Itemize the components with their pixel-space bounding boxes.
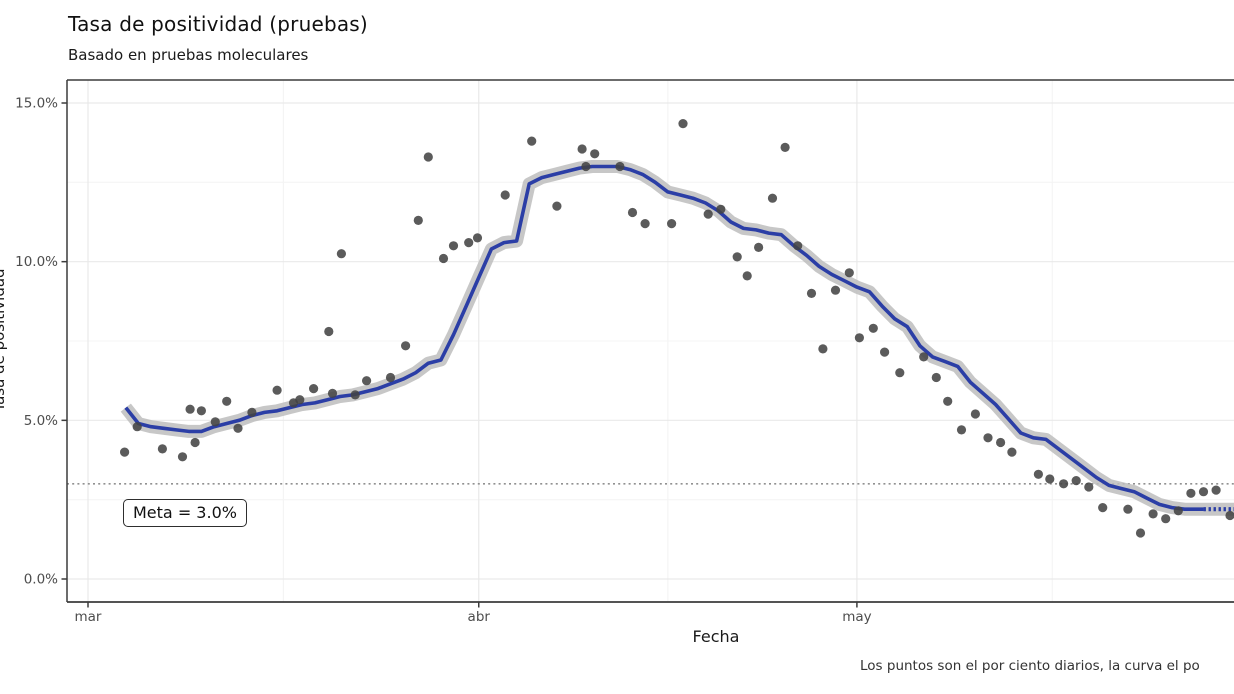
data-point	[438, 253, 449, 264]
data-point	[552, 201, 562, 211]
data-point	[1161, 514, 1171, 524]
y-tick-label: 0.0%	[24, 572, 58, 588]
data-point	[324, 326, 334, 337]
data-point	[272, 385, 282, 395]
trend-line	[124, 164, 1204, 511]
data-point	[222, 396, 232, 406]
data-point	[1123, 504, 1133, 514]
data-point	[703, 209, 713, 219]
target-label-box: Meta = 3.0%	[123, 499, 247, 527]
data-point	[1186, 488, 1196, 498]
data-point	[350, 390, 360, 400]
y-tick-label: 10.0%	[15, 254, 58, 270]
data-point	[448, 241, 459, 251]
data-point	[678, 119, 688, 129]
data-point	[880, 347, 890, 357]
data-point	[1198, 487, 1209, 497]
data-point	[413, 215, 423, 225]
y-tick-label: 5.0%	[24, 413, 58, 429]
data-point	[1071, 476, 1081, 486]
data-point	[818, 344, 828, 354]
data-point	[640, 219, 650, 229]
data-point	[247, 407, 257, 417]
data-point	[336, 249, 346, 259]
x-tick-label: abr	[468, 609, 491, 625]
data-point	[1059, 479, 1069, 489]
chart-caption: Los puntos son el por ciento diarios, la…	[860, 658, 1200, 674]
chart-title: Tasa de positividad (pruebas)	[68, 12, 368, 36]
data-point	[581, 161, 591, 172]
data-point	[196, 406, 206, 416]
data-point	[309, 384, 319, 394]
data-point	[844, 268, 854, 278]
data-point	[627, 207, 638, 218]
data-point	[423, 152, 433, 162]
data-point	[362, 376, 372, 386]
x-axis-title: Fecha	[692, 627, 740, 646]
data-point	[754, 242, 764, 252]
data-point	[854, 333, 865, 343]
data-point	[590, 149, 600, 159]
data-point	[210, 417, 220, 427]
data-point	[667, 219, 677, 229]
data-point	[177, 452, 188, 462]
data-point	[295, 395, 305, 405]
data-point	[1045, 474, 1055, 484]
data-point	[1084, 482, 1094, 492]
data-point	[327, 388, 338, 398]
data-point	[615, 161, 625, 172]
data-point	[830, 285, 841, 295]
data-point	[956, 425, 967, 435]
data-point	[527, 136, 537, 146]
data-point	[472, 233, 483, 243]
data-point	[190, 437, 200, 448]
data-point	[806, 288, 817, 298]
data-point	[233, 423, 243, 433]
chart-subtitle: Basado en pruebas moleculares	[68, 46, 309, 64]
data-point	[464, 238, 474, 248]
data-point	[157, 444, 167, 454]
data-point	[1033, 469, 1043, 479]
data-point	[1098, 503, 1108, 513]
data-point	[767, 193, 778, 203]
data-point	[780, 142, 790, 152]
data-point	[120, 447, 130, 457]
data-point	[983, 433, 993, 443]
data-point	[732, 252, 742, 262]
data-point	[1211, 485, 1221, 495]
data-point	[1225, 510, 1234, 521]
data-point	[970, 409, 981, 419]
data-point	[1135, 528, 1146, 538]
data-point	[500, 190, 510, 200]
data-point	[716, 204, 726, 214]
data-point	[1173, 506, 1183, 516]
y-tick-label: 15.0%	[15, 96, 58, 112]
data-point	[742, 271, 752, 281]
data-point	[401, 341, 411, 351]
data-point	[931, 372, 941, 383]
data-point	[1007, 447, 1017, 457]
data-point	[577, 144, 587, 154]
data-point	[919, 352, 929, 362]
data-point	[1148, 509, 1158, 519]
data-point	[185, 404, 195, 414]
data-point	[943, 396, 953, 406]
y-axis-title: Tasa de positividad	[0, 268, 8, 412]
x-tick-label: may	[842, 609, 871, 625]
x-tick-label: mar	[75, 609, 102, 625]
data-point	[132, 422, 142, 432]
data-point	[793, 241, 803, 251]
data-point	[895, 368, 905, 378]
data-point	[385, 372, 396, 383]
data-point	[996, 437, 1006, 448]
data-point	[868, 323, 878, 333]
